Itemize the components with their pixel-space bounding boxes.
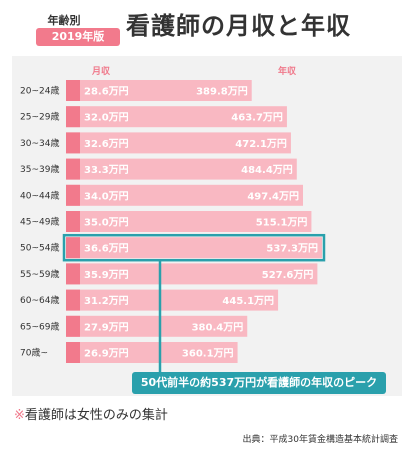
bar-tab — [66, 237, 80, 259]
bar-tab — [66, 211, 80, 232]
bar-tab — [66, 184, 80, 206]
annual-bar — [66, 80, 252, 101]
monthly-value-label: 28.6万円 — [84, 86, 129, 98]
category-label: 30~34歳 — [20, 137, 59, 149]
annual-bar — [66, 315, 248, 337]
annual-bar — [66, 263, 318, 285]
bar-row: 45~49歳 35.0万円 515.1万円 — [20, 211, 312, 232]
monthly-value-label: 36.6万円 — [84, 243, 129, 255]
monthly-value-label: 35.9万円 — [84, 269, 129, 281]
page-title: 看護師の月収と年収 — [126, 12, 351, 40]
bar-row: 55~59歳 35.9万円 527.6万円 — [20, 263, 318, 285]
bar-row: 70歳~ 26.9万円 360.1万円 — [20, 342, 238, 363]
annual-bar — [66, 289, 279, 311]
year-badge: 2019年版 — [36, 28, 120, 46]
annual-value-label: 380.4万円 — [192, 321, 244, 333]
bar-row: 40~44歳 34.0万円 497.4万円 — [20, 184, 303, 206]
bar-tab — [66, 106, 80, 128]
category-label: 65~69歳 — [20, 320, 59, 332]
monthly-value-label: 26.9万円 — [84, 348, 129, 360]
monthly-value-label: 31.2万円 — [84, 295, 129, 307]
bar-tab — [66, 158, 80, 180]
category-label: 40~44歳 — [20, 189, 59, 201]
bar-row: 50~54歳 36.6万円 537.3万円 — [20, 237, 322, 259]
monthly-value-label: 32.6万円 — [84, 138, 129, 150]
annual-value-label: 445.1万円 — [222, 295, 274, 307]
annual-bar — [66, 158, 297, 180]
bar-tab — [66, 80, 80, 101]
source-text: 出典：平成30年賃金構造基本統計調査 — [242, 435, 398, 445]
category-label: 20~24歳 — [20, 85, 59, 97]
bar-row: 30~34歳 32.6万円 472.1万円 — [20, 132, 291, 154]
peak-callout: 50代前半の約537万円が看護師の年収のピーク — [132, 372, 386, 394]
footnote: ※看護師は女性のみの集計 — [14, 404, 168, 423]
footnote-mark: ※ — [14, 408, 25, 423]
header-label: 年齢別 — [47, 14, 81, 27]
monthly-value-label: 27.9万円 — [84, 321, 129, 333]
bar-tab — [66, 289, 80, 311]
annual-value-label: 527.6万円 — [262, 269, 314, 281]
bar-row: 20~24歳 28.6万円 389.8万円 — [20, 80, 252, 101]
category-label: 60~64歳 — [20, 294, 59, 306]
bar-tab — [66, 132, 80, 154]
annual-value-label: 515.1万円 — [256, 217, 308, 229]
annual-value-label: 497.4万円 — [247, 190, 299, 202]
bar-row: 25~29歳 32.0万円 463.7万円 — [20, 106, 287, 128]
annual-bar — [66, 237, 322, 259]
peak-highlight-frame — [62, 233, 326, 262]
category-label: 45~49歳 — [20, 216, 59, 228]
annual-bar — [66, 211, 312, 232]
bar-tab — [66, 263, 80, 285]
monthly-value-label: 34.0万円 — [84, 190, 129, 202]
category-label: 70歳~ — [20, 347, 48, 359]
annual-bar — [66, 184, 303, 206]
bar-row: 60~64歳 31.2万円 445.1万円 — [20, 289, 279, 311]
bar-row: 35~39歳 33.3万円 484.4万円 — [20, 158, 297, 180]
annual-bar — [66, 342, 238, 363]
bar-tab — [66, 315, 80, 337]
bar-tab — [66, 342, 80, 363]
monthly-value-label: 33.3万円 — [84, 164, 129, 176]
annual-value-label: 360.1万円 — [182, 348, 234, 360]
annual-value-label: 537.3万円 — [266, 243, 318, 255]
category-label: 55~59歳 — [20, 268, 59, 280]
category-label: 50~54歳 — [20, 242, 59, 254]
monthly-column-header: 月収 — [92, 67, 111, 77]
monthly-value-label: 35.0万円 — [84, 217, 129, 229]
category-label: 35~39歳 — [20, 163, 59, 175]
category-label: 25~29歳 — [20, 111, 59, 123]
annual-value-label: 389.8万円 — [196, 86, 248, 98]
bar-row: 65~69歳 27.9万円 380.4万円 — [20, 315, 248, 337]
annual-column-header: 年収 — [278, 67, 297, 77]
footnote-text: 看護師は女性のみの集計 — [24, 408, 168, 423]
annual-bar — [66, 132, 291, 154]
annual-value-label: 472.1万円 — [235, 138, 287, 150]
annual-value-label: 484.4万円 — [241, 164, 293, 176]
annual-bar — [66, 106, 287, 128]
annual-value-label: 463.7万円 — [231, 112, 283, 124]
monthly-value-label: 32.0万円 — [84, 112, 129, 124]
